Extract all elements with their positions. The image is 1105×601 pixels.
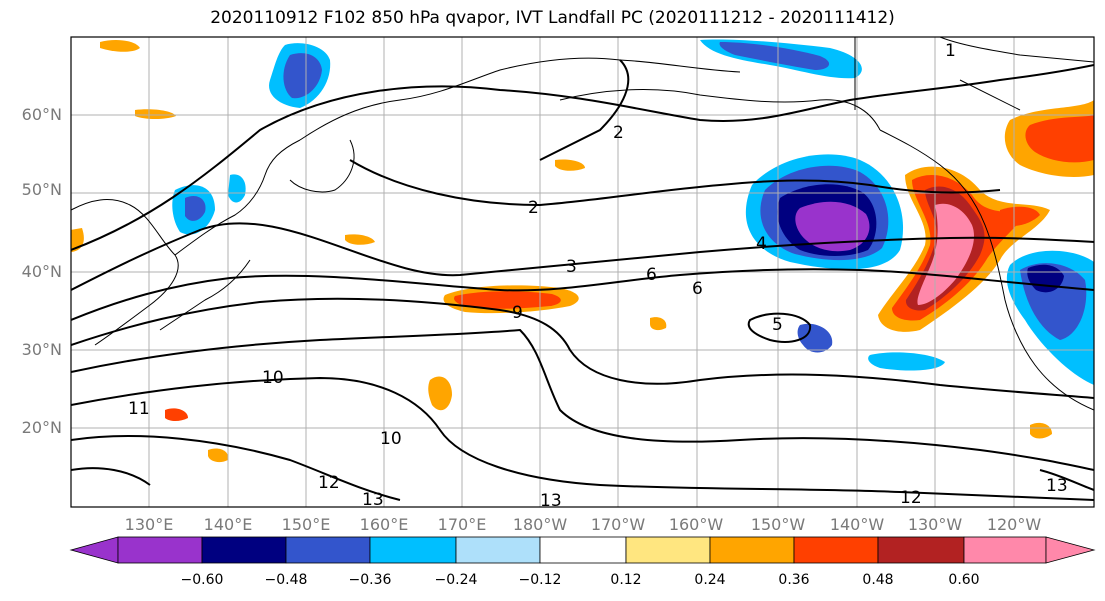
lon-label-140w: 140°W xyxy=(829,515,885,534)
contour-label-11: 11 xyxy=(128,399,150,419)
colorbar-extend-high xyxy=(1045,536,1096,564)
positive-anomaly-coast xyxy=(878,100,1094,332)
lat-label-40n: 40°N xyxy=(21,262,62,281)
lon-label-130e: 130°E xyxy=(124,515,174,534)
colorbar-bin-2 xyxy=(201,536,287,564)
lat-label-50n: 50°N xyxy=(21,180,62,199)
contour-label-10b: 10 xyxy=(380,429,402,449)
colorbar-bin-1 xyxy=(117,536,203,564)
colorbar-bin-5 xyxy=(455,536,541,564)
contour-label-1: 1 xyxy=(945,41,956,61)
colorbar-bin-4 xyxy=(369,536,457,564)
contour-label-6b: 6 xyxy=(692,279,703,299)
lon-label-150w: 150°W xyxy=(750,515,806,534)
colorbar-tick-label: −0.12 xyxy=(518,572,562,588)
colorbar-bin-7 xyxy=(625,536,711,564)
map-title: 2020110912 F102 850 hPa qvapor, IVT Land… xyxy=(210,8,895,28)
contour-label-2a: 2 xyxy=(613,123,624,143)
lon-label-140e: 140°E xyxy=(203,515,253,534)
colorbar xyxy=(69,536,1096,564)
contour-label-9: 9 xyxy=(512,303,523,323)
lat-label-30n: 30°N xyxy=(21,340,62,359)
contour-label-13c: 13 xyxy=(1046,476,1068,496)
contour-label-6a: 6 xyxy=(646,265,657,285)
colorbar-tick-label: −0.24 xyxy=(434,572,478,588)
colorbar-tick-label: 0.48 xyxy=(862,572,894,588)
lon-label-160w: 160°W xyxy=(668,515,724,534)
contour-label-5: 5 xyxy=(772,315,783,335)
coastlines xyxy=(71,37,1094,411)
positive-anomaly-jet xyxy=(71,40,1052,463)
colorbar-bin-10 xyxy=(877,536,965,564)
colorbar-bin-9 xyxy=(793,536,879,564)
map-frame xyxy=(70,36,1095,508)
colorbar-bin-3 xyxy=(285,536,371,564)
lat-label-60n: 60°N xyxy=(21,105,62,124)
lat-label-20n: 20°N xyxy=(21,418,62,437)
colorbar-tick-label: −0.36 xyxy=(348,572,392,588)
contour-label-12b: 12 xyxy=(900,488,922,508)
negative-anomaly-west xyxy=(172,39,945,371)
colorbar-bin-6 xyxy=(539,536,627,564)
colorbar-tick-label: 0.24 xyxy=(694,572,726,588)
colorbar-tick-label: 0.60 xyxy=(948,572,980,588)
colorbar-tick-label: −0.48 xyxy=(264,572,308,588)
contour-label-3: 3 xyxy=(566,257,577,277)
lon-label-160e: 160°E xyxy=(359,515,409,534)
lon-label-170w: 170°W xyxy=(590,515,646,534)
lon-label-130w: 130°W xyxy=(907,515,963,534)
lon-label-170e: 170°E xyxy=(437,515,487,534)
contour-label-13b: 13 xyxy=(540,491,562,511)
contour-label-2b: 2 xyxy=(528,198,539,218)
graticule xyxy=(71,37,1094,507)
colorbar-tick-label: 0.36 xyxy=(778,572,810,588)
lon-label-150e: 150°E xyxy=(281,515,331,534)
contour-labels: 1 2 2 3 4 5 6 6 9 10 10 11 12 12 13 13 1… xyxy=(128,41,1068,511)
lon-label-180w: 180°W xyxy=(512,515,568,534)
colorbar-tick-label: −0.60 xyxy=(180,572,224,588)
contour-label-4: 4 xyxy=(756,234,767,254)
negative-anomaly-east xyxy=(1006,250,1094,385)
contour-label-13a: 13 xyxy=(362,490,384,510)
contour-label-10a: 10 xyxy=(262,368,284,388)
colorbar-extend-low xyxy=(69,536,119,564)
negative-anomaly-pacific xyxy=(745,154,904,270)
lon-label-120w: 120°W xyxy=(986,515,1042,534)
colorbar-tick-label: 0.12 xyxy=(610,572,642,588)
colorbar-bin-8 xyxy=(709,536,795,564)
colorbar-bin-11 xyxy=(963,536,1047,564)
contour-label-12a: 12 xyxy=(318,473,340,493)
contour-lines xyxy=(71,59,1094,501)
